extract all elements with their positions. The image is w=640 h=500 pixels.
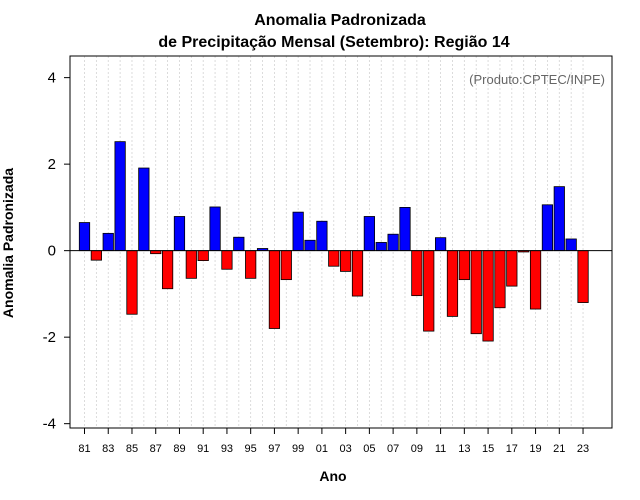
bar-2003 (340, 250, 352, 272)
bar-2000 (304, 239, 316, 252)
x-axis: 81 83 85 87 89 91 93 95 97 99 01 03 05 07 09 11 13 15 17 19… (78, 428, 589, 455)
x-tick-label: 93 (221, 443, 233, 455)
bar-1986 (138, 167, 150, 252)
bar-2007 (387, 233, 399, 252)
bar-1984 (114, 141, 126, 252)
x-axis-label: Ano (319, 468, 346, 484)
bar-1991 (197, 250, 209, 261)
x-tick-label: 13 (458, 443, 470, 455)
x-tick-label: 87 (150, 443, 162, 455)
credit-label: (Produto:CPTEC/INPE) (469, 72, 605, 87)
bar-1994 (233, 236, 245, 252)
y-tick-label: -2 (43, 329, 56, 346)
y-tick-label: 2 (48, 156, 56, 173)
bar-2010 (423, 250, 435, 332)
bar-2011 (434, 237, 447, 252)
plot-frame (69, 55, 613, 429)
bar-1988 (161, 250, 174, 290)
bar-2015 (482, 250, 494, 342)
bar-2001 (316, 220, 328, 252)
bar-1989 (173, 216, 186, 252)
chart-title: Anomalia Padronizada (254, 12, 426, 29)
bar-1997 (268, 250, 281, 329)
x-tick-label: 07 (387, 443, 399, 455)
x-tick-label: 99 (292, 443, 304, 455)
grid (84, 56, 584, 428)
bar-2005 (363, 216, 375, 252)
bar-2022 (565, 238, 577, 252)
bar-2012 (446, 250, 459, 317)
bar-2009 (411, 250, 423, 297)
x-tick-label: 19 (529, 443, 541, 455)
bar-2008 (399, 206, 411, 252)
x-tick-label: 85 (126, 443, 138, 455)
bar-2004 (351, 250, 364, 297)
y-tick-label: 0 (48, 243, 56, 260)
x-tick-label: 91 (197, 443, 209, 455)
bar-1990 (185, 250, 197, 279)
bar-1992 (209, 206, 221, 252)
bar-1985 (126, 250, 138, 315)
x-tick-label: 01 (316, 443, 328, 455)
y-tick-label: -4 (43, 416, 56, 433)
bar-2021 (553, 186, 565, 252)
bar-2017 (506, 250, 518, 287)
x-tick-label: 95 (245, 443, 257, 455)
bar-2014 (470, 250, 482, 335)
bar-1998 (280, 250, 292, 281)
y-axis: -4 -2 0 2 4 (43, 70, 70, 433)
bar-2019 (529, 250, 542, 310)
y-tick-label: 4 (48, 70, 56, 87)
x-tick-label: 11 (435, 443, 446, 455)
bars (78, 141, 589, 342)
x-tick-label: 81 (78, 443, 90, 455)
bar-1999 (292, 211, 304, 252)
x-tick-label: 97 (268, 443, 280, 455)
x-tick-label: 17 (506, 443, 518, 455)
x-tick-label: 83 (102, 443, 114, 455)
x-tick-label: 21 (553, 443, 565, 455)
x-tick-label: 89 (173, 443, 185, 455)
x-tick-label: 03 (340, 443, 352, 455)
bar-2023 (577, 250, 589, 303)
bar-1995 (245, 250, 257, 279)
x-tick-label: 05 (363, 443, 375, 455)
bar-1982 (90, 250, 102, 261)
x-tick-label: 15 (482, 443, 494, 455)
bar-1981 (78, 222, 91, 252)
bar-2006 (375, 242, 387, 252)
bar-2013 (458, 250, 470, 281)
chart-subtitle: de Precipitação Mensal (Setembro): Regiã… (158, 34, 509, 51)
bar-2016 (494, 250, 506, 309)
bar-2002 (328, 250, 340, 267)
y-axis-label: Anomalia Padronizada (0, 168, 16, 318)
x-tick-label: 23 (577, 443, 589, 455)
bar-1993 (221, 250, 233, 270)
bar-1983 (102, 232, 114, 252)
bar-2020 (541, 204, 554, 252)
x-tick-label: 09 (411, 443, 423, 455)
